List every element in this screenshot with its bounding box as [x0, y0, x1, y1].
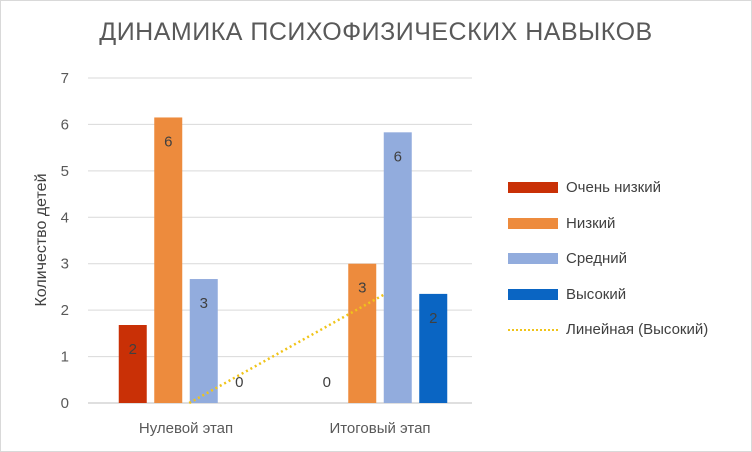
bar — [154, 117, 183, 403]
legend-item: Низкий — [508, 206, 748, 242]
data-label: 0 — [323, 374, 331, 391]
y-tick-label: 0 — [61, 395, 69, 412]
x-tick-label: Нулевой этап — [139, 420, 233, 437]
bar — [383, 132, 412, 404]
y-tick-label: 2 — [61, 302, 69, 319]
x-tick-label: Итоговый этап — [329, 420, 430, 437]
legend-item: Высокий — [508, 277, 748, 313]
data-label: 2 — [129, 341, 137, 358]
bar — [348, 263, 377, 403]
data-label: 2 — [429, 310, 437, 327]
trendline — [188, 292, 386, 405]
y-tick-label: 7 — [61, 70, 69, 87]
legend-item: Очень низкий — [508, 170, 748, 206]
legend-swatch — [508, 253, 558, 265]
data-label: 3 — [200, 295, 208, 312]
data-label: 6 — [164, 133, 172, 150]
legend-item-trendline: Линейная (Высокий) — [508, 312, 748, 348]
data-label: 0 — [235, 374, 243, 391]
bar — [419, 293, 448, 403]
y-tick-label: 1 — [61, 349, 69, 366]
data-label: 6 — [394, 148, 402, 165]
y-tick-label: 4 — [61, 209, 69, 226]
y-tick-label: 3 — [61, 256, 69, 273]
legend-label: Средний — [566, 250, 627, 268]
bar — [118, 325, 147, 403]
bar — [189, 279, 218, 403]
chart-title: ДИНАМИКА ПСИХОФИЗИЧЕСКИХ НАВЫКОВ — [99, 18, 653, 46]
legend-label: Низкий — [566, 214, 616, 232]
legend-swatch — [508, 288, 558, 300]
y-tick-label: 5 — [61, 163, 69, 180]
data-label: 3 — [358, 280, 366, 297]
legend-swatch — [508, 182, 558, 194]
legend-label: Высокий — [566, 285, 627, 303]
legend-label: Линейная (Высокий) — [566, 321, 709, 339]
legend-item: Средний — [508, 241, 748, 277]
y-tick-label: 6 — [61, 116, 69, 133]
legend: Очень низкий Низкий Средний Высокий Линейная… — [508, 170, 748, 348]
legend-swatch — [508, 217, 558, 229]
legend-swatch — [508, 328, 558, 331]
legend-label: Очень низкий — [566, 179, 661, 197]
